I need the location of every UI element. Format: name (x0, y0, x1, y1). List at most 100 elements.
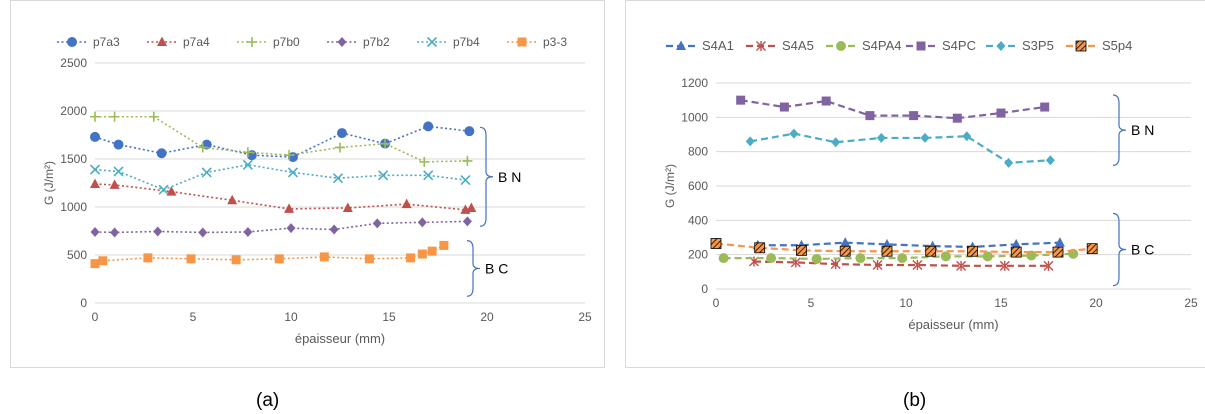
data-point (380, 138, 391, 149)
data-point (427, 246, 437, 256)
legend-item: S5p4 (1066, 38, 1132, 53)
y-tick-label: 600 (688, 179, 708, 193)
data-point (1086, 243, 1098, 255)
data-point (464, 126, 475, 137)
y-tick-label: 1500 (60, 152, 87, 166)
data-point (909, 111, 919, 121)
data-point (335, 142, 345, 153)
data-point (113, 139, 124, 150)
data-point (406, 253, 416, 263)
data-point (243, 226, 253, 237)
legend-item: p3-3 (507, 35, 567, 49)
y-tick-label: 800 (688, 145, 708, 159)
series-line (94, 220, 468, 234)
data-point (113, 166, 124, 177)
data-point (876, 132, 886, 143)
data-point (186, 254, 196, 264)
legend-marker (426, 36, 438, 48)
data-point (332, 173, 344, 184)
legend-marker (247, 37, 257, 47)
data-point (811, 253, 822, 264)
chart-b-svg: 0 200 400 600 800 1000 1200 0 5 10 15 20 25 épaisseur… (663, 38, 1198, 332)
data-point (952, 113, 962, 123)
data-point (830, 259, 841, 270)
annotation-label: B N (498, 169, 521, 185)
legend-item: p7b4 (417, 35, 480, 49)
data-point (90, 131, 100, 142)
legend-label: S4PC (942, 38, 976, 53)
data-point (287, 167, 299, 178)
legend-marker (996, 41, 1006, 51)
y-axis-label: G (J/m²) (42, 161, 56, 205)
y-tick-label: 1000 (681, 110, 708, 124)
series-p7a3 (90, 121, 475, 163)
legend-item: S3P5 (986, 38, 1054, 53)
data-point (417, 249, 427, 259)
data-point (423, 170, 434, 181)
data-point (378, 170, 389, 181)
legend-label: S5p4 (1102, 38, 1132, 53)
data-point (460, 175, 471, 186)
x-tick-label: 15 (382, 310, 396, 324)
data-point (286, 223, 296, 234)
bracket (479, 126, 494, 227)
annotation-label: B C (485, 260, 508, 276)
data-point (419, 156, 430, 167)
data-point (872, 259, 883, 270)
x-tick-label: 25 (578, 310, 592, 324)
data-point (1011, 238, 1022, 249)
data-point (364, 254, 374, 264)
data-point (284, 203, 295, 213)
legend-label: p7b0 (273, 35, 300, 49)
data-point (90, 111, 100, 122)
data-point (90, 178, 100, 188)
data-point (1010, 246, 1022, 258)
series-S4PA4 (718, 248, 1079, 264)
data-point (156, 148, 167, 159)
y-tick-label: 2500 (60, 56, 87, 70)
data-point (90, 226, 100, 237)
annotation-label: B N (1131, 122, 1154, 138)
x-tick-label: 5 (808, 296, 815, 310)
chart-a-svg: 0 500 1000 1500 2000 2500 0 5 10 15 20 25 épaisseur … (42, 35, 592, 346)
x-axis-label: épaisseur (mm) (295, 331, 385, 346)
legend-marker (1075, 40, 1087, 52)
x-tick-label: 0 (92, 310, 99, 324)
data-point (840, 237, 851, 247)
data-point (962, 131, 972, 142)
legend-marker (916, 41, 926, 51)
data-point (736, 95, 746, 105)
series-line (95, 115, 468, 163)
data-point (197, 142, 208, 153)
data-point (242, 147, 253, 158)
data-point (718, 253, 729, 264)
legend-label: S3P5 (1022, 38, 1054, 53)
data-point (153, 226, 163, 237)
data-point (110, 227, 120, 238)
data-point (423, 121, 434, 132)
data-point (982, 251, 993, 262)
x-tick-label: 20 (1089, 296, 1103, 310)
legend-item: S4PA4 (826, 38, 902, 53)
y-tick-label: 0 (80, 296, 87, 310)
series-p7b0 (90, 111, 473, 167)
series-line (753, 260, 1049, 267)
legend-marker (157, 36, 167, 46)
data-point (912, 259, 923, 270)
data-point (996, 108, 1006, 118)
data-point (1004, 157, 1014, 168)
series-p7b2 (90, 216, 472, 238)
data-point (839, 245, 851, 257)
legend-item: p7a3 (57, 35, 120, 49)
x-axis-label: épaisseur (mm) (908, 317, 998, 332)
series-S3P5 (745, 128, 1055, 168)
legend-marker (337, 37, 347, 47)
data-point (401, 198, 412, 209)
series-line (740, 99, 1045, 120)
data-point (462, 216, 472, 227)
data-point (920, 132, 930, 143)
data-point (201, 167, 212, 178)
caption-b: (b) (903, 390, 927, 411)
legend-marker (67, 37, 77, 47)
data-point (754, 242, 766, 254)
